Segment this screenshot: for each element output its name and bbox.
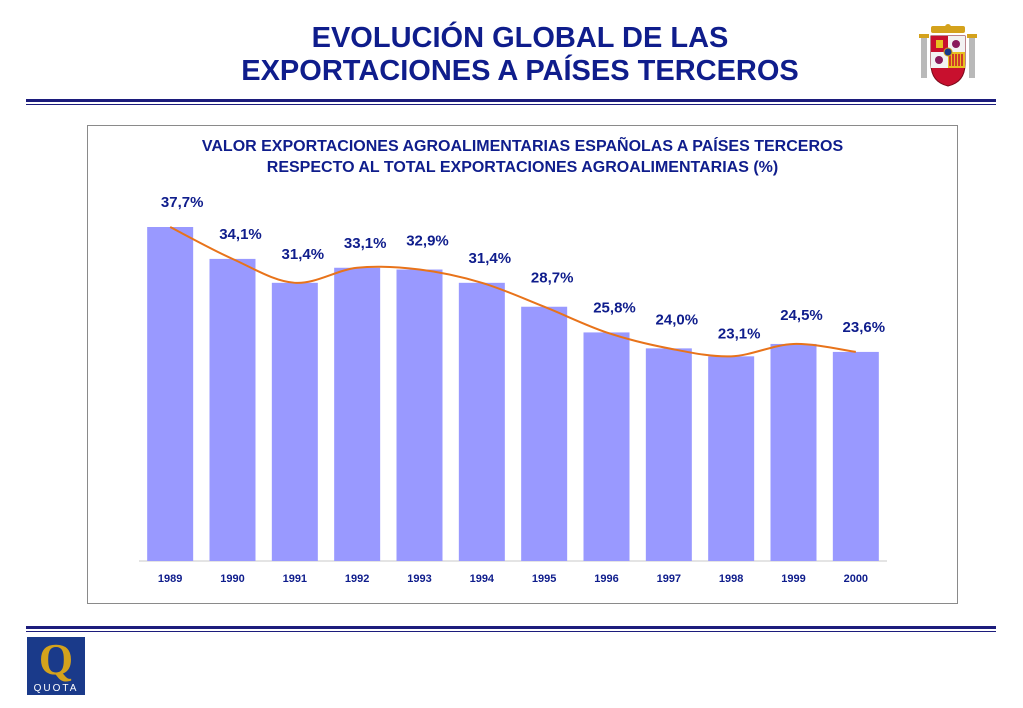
x-tick-label-1991: 1991 bbox=[283, 573, 307, 585]
bar-1993 bbox=[396, 269, 443, 561]
top-rule-thin bbox=[26, 104, 996, 105]
data-label-1998: 23,1% bbox=[718, 325, 761, 342]
x-tick-label-1997: 1997 bbox=[657, 573, 681, 585]
data-label-1995: 28,7% bbox=[531, 270, 574, 287]
quota-logo-text: QUOTA bbox=[27, 683, 85, 695]
bar-1996 bbox=[583, 332, 630, 561]
bottom-rule-thin bbox=[26, 631, 996, 632]
chart-title: VALOR EXPORTACIONES AGROALIMENTARIAS ESP… bbox=[100, 136, 945, 178]
trend-line bbox=[169, 226, 856, 358]
x-tick-label-1989: 1989 bbox=[158, 573, 182, 585]
chart-title-line2: RESPECTO AL TOTAL EXPORTACIONES AGROALIM… bbox=[266, 159, 779, 176]
bar-1999 bbox=[770, 343, 817, 561]
x-tick-label-1999: 1999 bbox=[781, 573, 805, 585]
bar-1994 bbox=[458, 282, 505, 561]
data-label-1997: 24,0% bbox=[656, 311, 699, 328]
bar-1995 bbox=[521, 306, 568, 561]
slide-title: EVOLUCIÓN GLOBAL DE LAS EXPORTACIONES A … bbox=[200, 22, 840, 88]
spain-coat-of-arms-icon bbox=[919, 24, 977, 87]
bar-1997 bbox=[645, 348, 692, 561]
bar-1992 bbox=[334, 267, 381, 561]
x-tick-label-1993: 1993 bbox=[407, 573, 431, 585]
data-label-1991: 31,4% bbox=[282, 246, 325, 263]
x-tick-label-2000: 2000 bbox=[844, 573, 868, 585]
bar-1989 bbox=[147, 227, 194, 561]
data-label-1994: 31,4% bbox=[469, 250, 512, 267]
data-label-1999: 24,5% bbox=[780, 307, 823, 324]
x-tick-label-1995: 1995 bbox=[532, 573, 556, 585]
data-label-1992: 33,1% bbox=[344, 235, 387, 252]
bar-1990 bbox=[209, 258, 256, 561]
bar-2000 bbox=[832, 351, 879, 561]
quota-logo: Q QUOTA bbox=[27, 637, 85, 695]
data-label-1996: 25,8% bbox=[593, 299, 636, 316]
slide-title-line2: EXPORTACIONES A PAÍSES TERCEROS bbox=[241, 55, 799, 87]
x-tick-label-1998: 1998 bbox=[719, 573, 743, 585]
data-label-1993: 32,9% bbox=[406, 233, 449, 250]
x-tick-label-1996: 1996 bbox=[594, 573, 618, 585]
data-label-1990: 34,1% bbox=[219, 226, 262, 243]
top-rule bbox=[26, 99, 996, 102]
x-tick-label-1992: 1992 bbox=[345, 573, 369, 585]
bottom-rule bbox=[26, 626, 996, 629]
slide-title-line1: EVOLUCIÓN GLOBAL DE LAS bbox=[311, 22, 729, 54]
x-tick-label-1994: 1994 bbox=[470, 573, 495, 585]
quota-q-icon: Q bbox=[27, 637, 85, 683]
bar-1998 bbox=[708, 356, 755, 561]
x-tick-label-1990: 1990 bbox=[220, 573, 244, 585]
data-label-2000: 23,6% bbox=[843, 319, 886, 336]
bar-1991 bbox=[271, 282, 318, 561]
chart-title-line1: VALOR EXPORTACIONES AGROALIMENTARIAS ESP… bbox=[201, 138, 844, 155]
data-label-1989: 37,7% bbox=[161, 194, 204, 211]
